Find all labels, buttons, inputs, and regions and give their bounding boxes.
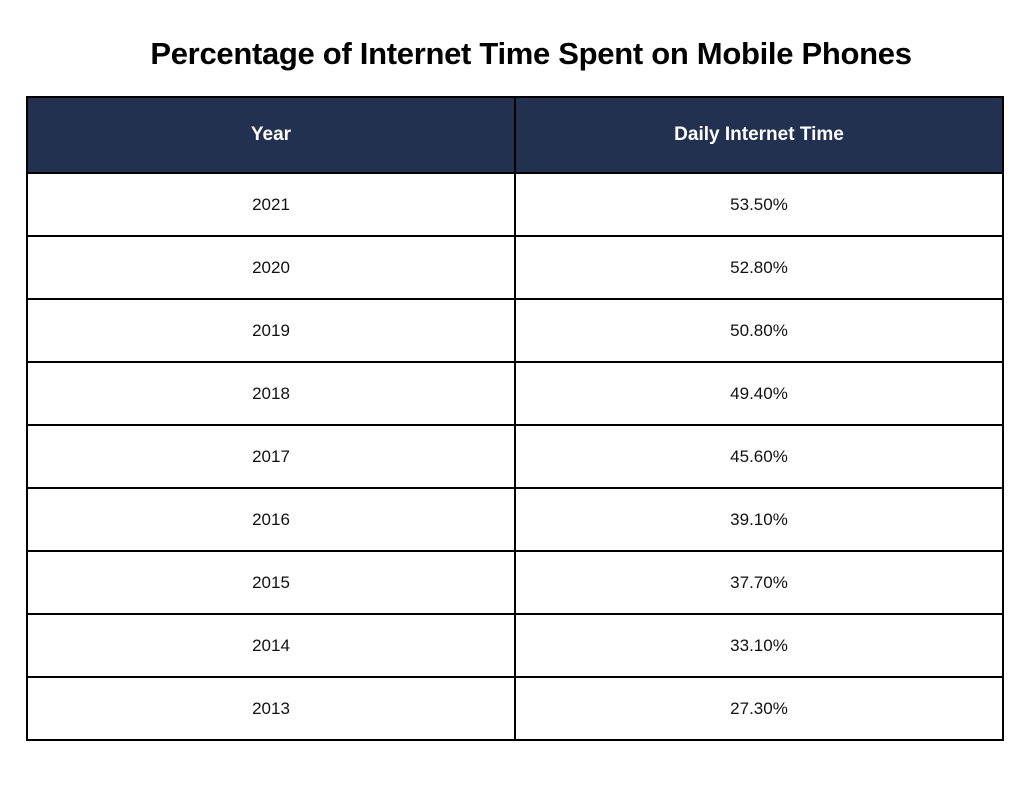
year-cell: 2017	[26, 424, 516, 489]
value-cell: 37.70%	[514, 550, 1004, 615]
column-header-daily-internet-time: Daily Internet Time	[514, 96, 1004, 174]
data-table: Year Daily Internet Time 2021 53.50% 202…	[26, 96, 1004, 741]
table-row: 2020 52.80%	[26, 235, 1004, 300]
value-cell: 27.30%	[514, 676, 1004, 741]
header-row: Year Daily Internet Time	[26, 96, 1004, 174]
year-cell: 2015	[26, 550, 516, 615]
year-cell: 2016	[26, 487, 516, 552]
value-cell: 39.10%	[514, 487, 1004, 552]
value-cell: 33.10%	[514, 613, 1004, 678]
year-cell: 2020	[26, 235, 516, 300]
year-cell: 2021	[26, 172, 516, 237]
table-title: Percentage of Internet Time Spent on Mob…	[150, 36, 912, 71]
year-cell: 2019	[26, 298, 516, 363]
value-cell: 49.40%	[514, 361, 1004, 426]
value-cell: 45.60%	[514, 424, 1004, 489]
table-row: 2013 27.30%	[26, 676, 1004, 741]
value-cell: 50.80%	[514, 298, 1004, 363]
table-row: 2014 33.10%	[26, 613, 1004, 678]
value-cell: 52.80%	[514, 235, 1004, 300]
value-cell: 53.50%	[514, 172, 1004, 237]
table-row: 2016 39.10%	[26, 487, 1004, 552]
table-row: 2015 37.70%	[26, 550, 1004, 615]
year-cell: 2013	[26, 676, 516, 741]
table-row: 2021 53.50%	[26, 172, 1004, 237]
table-row: 2018 49.40%	[26, 361, 1004, 426]
table-row: 2017 45.60%	[26, 424, 1004, 489]
year-cell: 2014	[26, 613, 516, 678]
table-row: 2019 50.80%	[26, 298, 1004, 363]
year-cell: 2018	[26, 361, 516, 426]
column-header-year: Year	[26, 96, 516, 174]
